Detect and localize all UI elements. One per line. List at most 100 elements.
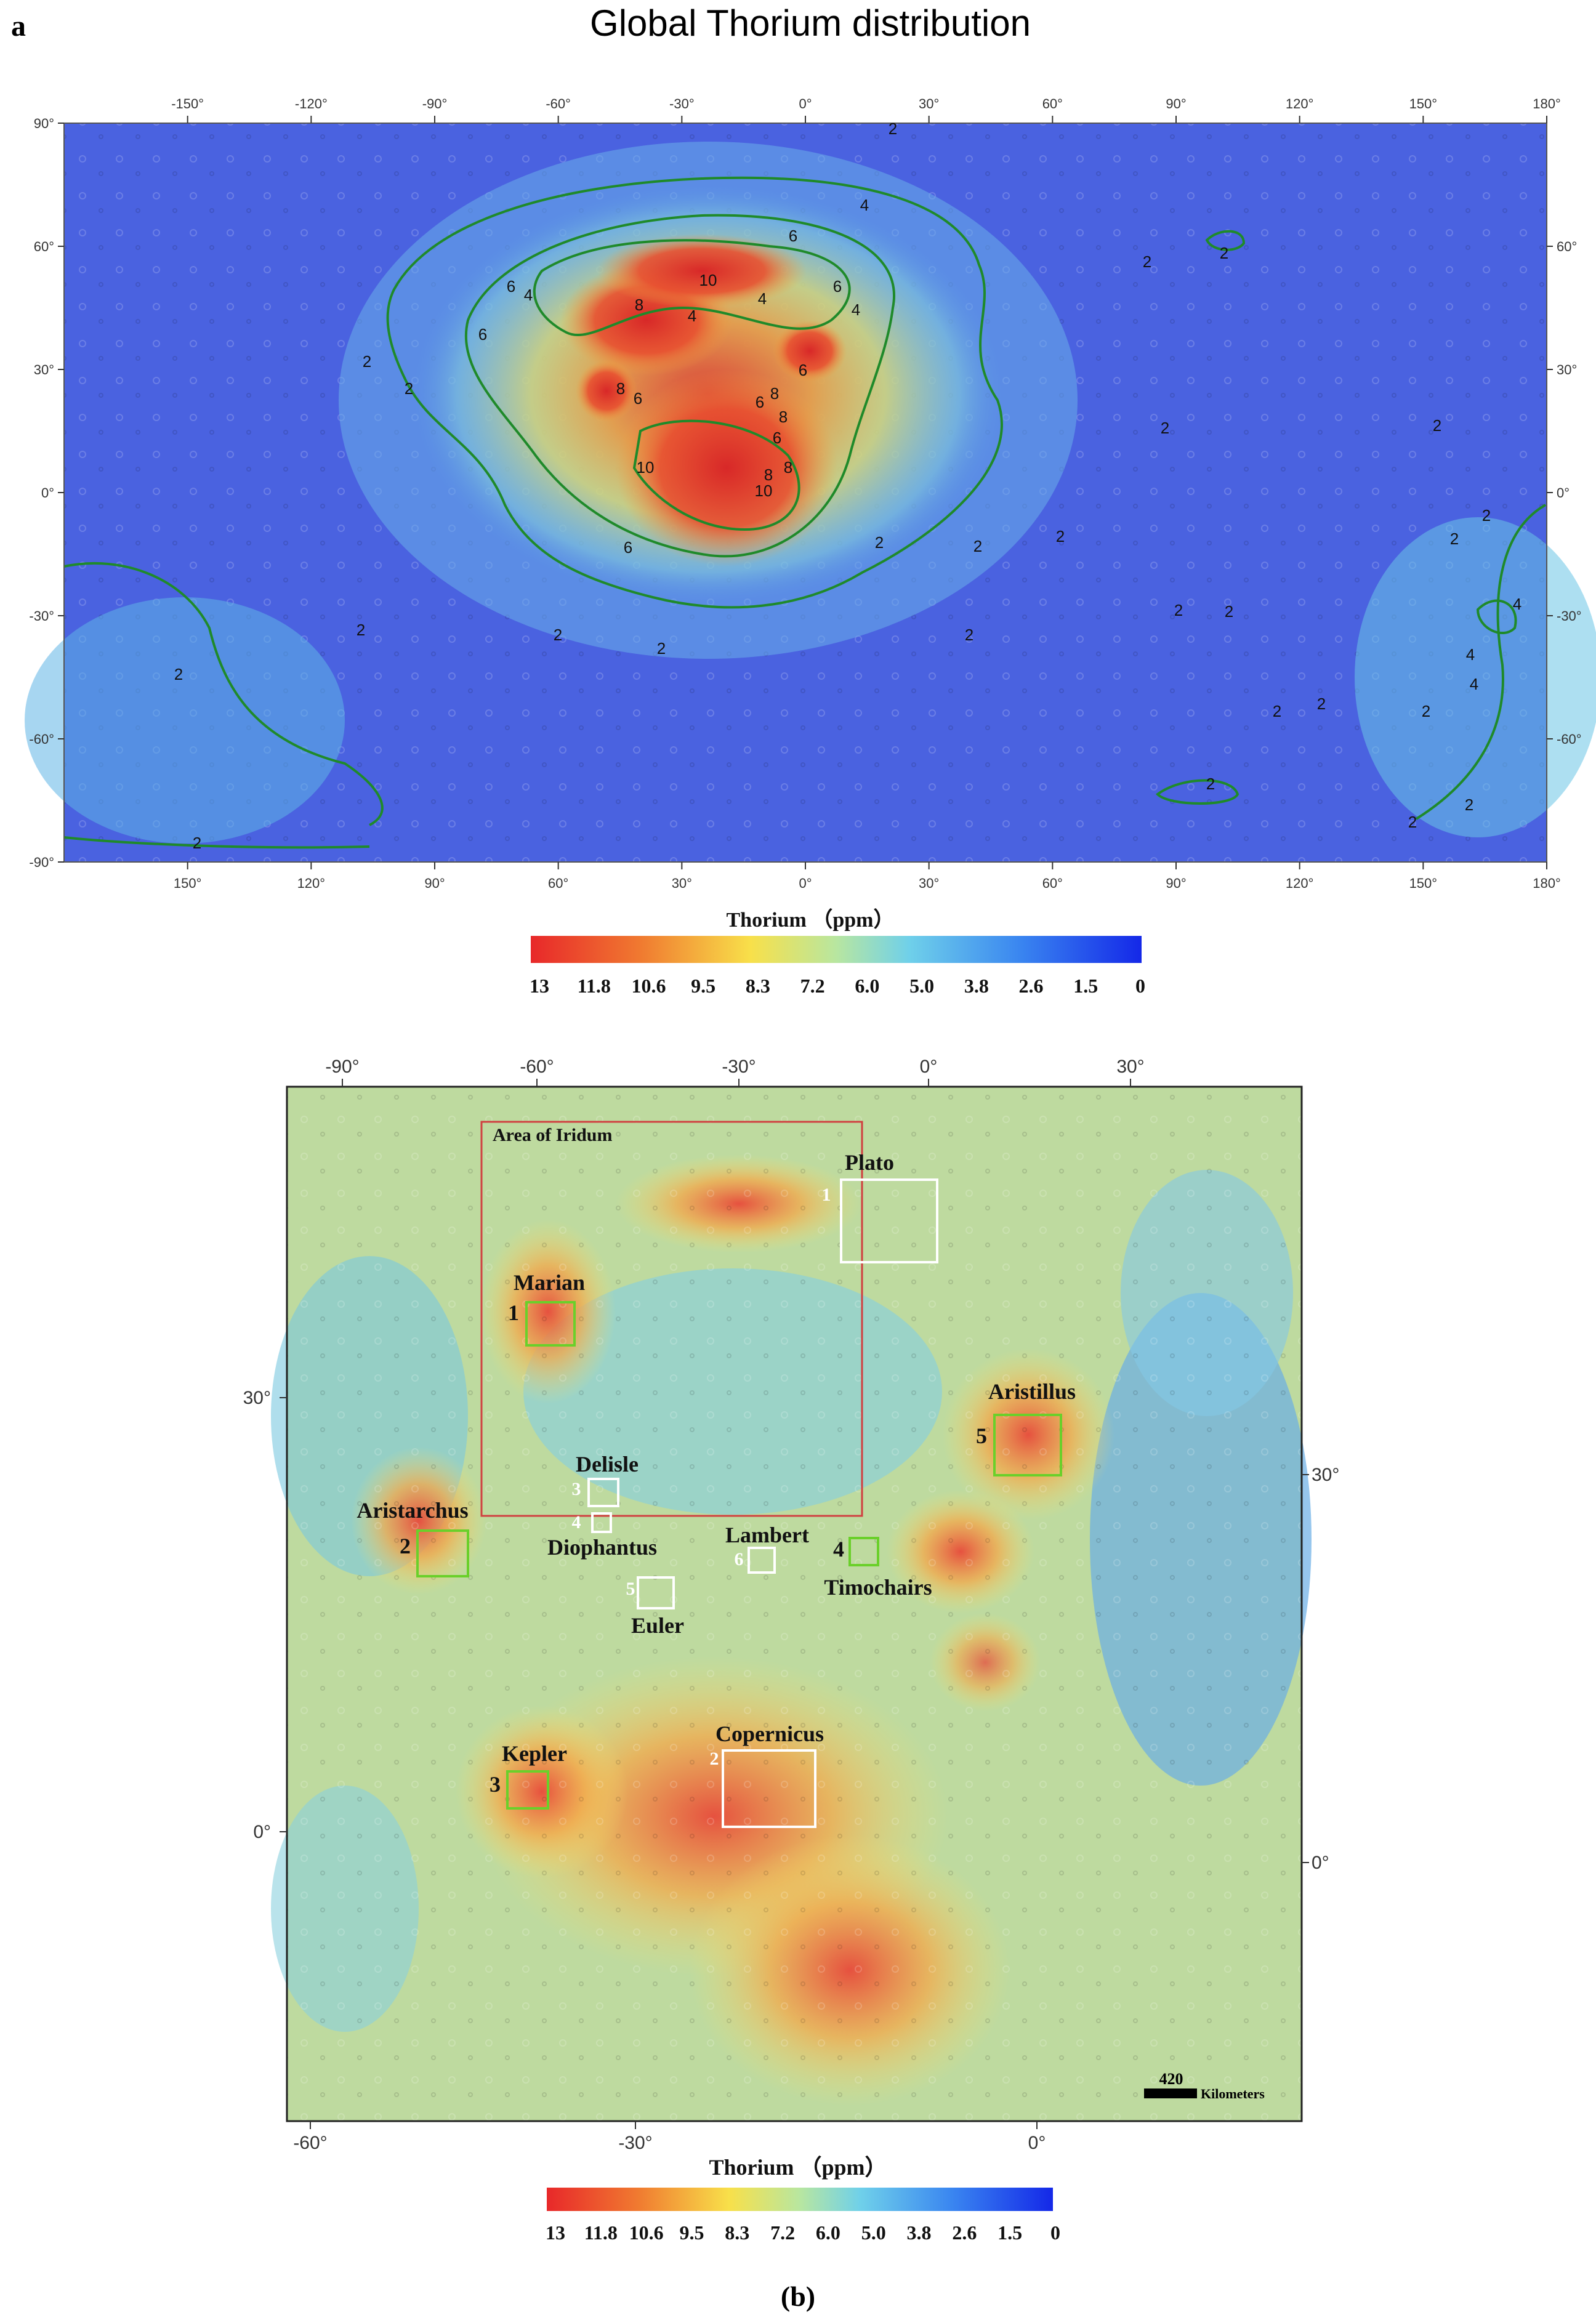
contour-label: 2 [1408,813,1417,831]
contour-label: 2 [965,626,973,644]
lon-tick-label: 0° [920,1057,938,1077]
contour-label: 2 [973,537,982,555]
panel-a-title: Global Thorium distribution [590,2,1031,44]
contour-label: 6 [789,227,797,245]
contour-label: 4 [524,286,533,304]
contour-label: 2 [1174,601,1183,619]
contour-label: 2 [363,352,371,371]
lon-tick-label: 60° [1042,876,1063,891]
feature-annotations: Plato1Marian1Aristillus5Delisle3Diophant… [357,1150,1076,1828]
contour-label: 2 [1465,795,1473,814]
colorbar-tick-label: 10.6 [631,975,666,997]
lon-tick-label: 60° [548,876,568,891]
contour-label: 8 [779,408,788,426]
lat-tick-label: 90° [34,116,54,131]
contour-label: 2 [1422,702,1430,720]
colorbar-tick-label: 1.5 [1073,975,1098,997]
contour-lines [63,176,1546,849]
feature-number-label: 3 [490,1772,501,1797]
scale-bar-value: 420 [1159,2070,1183,2088]
colorbar-tick-label: 9.5 [679,2221,704,2244]
colorbar-tick-label: 2.6 [952,2221,977,2244]
feature-box [591,1512,612,1533]
panel-b-left-axis: 30° 0° [243,1388,287,1842]
contour-label: 2 [889,119,897,138]
colorbar-tick-label: 9.5 [691,975,715,997]
panel-a-legend-title: Thorium （ppm） [727,908,895,932]
lat-tick-label: -30° [29,608,54,624]
lon-tick-label: -60° [520,1057,554,1077]
colorbar-tick-label: 8.3 [725,2221,749,2244]
colorbar-tick-label: 11.8 [578,975,611,997]
feature-box [637,1576,675,1609]
contour-label: 2 [554,626,562,644]
lon-tick-label: 120° [297,876,326,891]
lon-tick-label: 90° [1166,876,1186,891]
colorbar-tick-label: 11.8 [584,2221,618,2244]
lon-tick-label: 90° [1166,96,1186,111]
lon-tick-label: 30° [919,876,939,891]
contour-label: 8 [616,379,625,398]
contour-label: 2 [657,639,666,658]
feature-box [993,1414,1062,1476]
contour-label: 2 [174,665,183,683]
feature-number-label: 2 [400,1534,411,1558]
scale-bar-unit: Kilometers [1201,2086,1265,2101]
lon-tick-label: 90° [424,876,445,891]
lon-tick-label: 150° [1409,96,1438,111]
contour-label: 8 [635,296,643,314]
panel-a-left-axis: 90° 60° 30° 0° -30° -60° -90° [29,116,64,870]
colorbar-tick-label: 10.6 [629,2221,664,2244]
lon-tick-label: -60° [546,96,571,111]
feature-number-label: 2 [710,1749,719,1769]
feature-box [587,1478,619,1507]
contour-label: 6 [634,389,642,408]
contour-label: 6 [833,277,842,296]
feature-name-label: Euler [631,1613,684,1638]
feature-box [848,1537,879,1566]
global-map [25,123,1596,863]
lat-tick-label: 0° [41,485,54,501]
contour-label: 2 [1317,695,1326,713]
lon-tick-label: 150° [1409,876,1438,891]
lat-tick-label: 0° [1312,1853,1329,1873]
contour-label: 2 [357,621,365,639]
feature-name-label: Marian [514,1270,585,1295]
contour-label: 2 [1273,702,1281,720]
lon-tick-label: -60° [293,2133,327,2153]
feature-box [840,1178,938,1263]
contour-label: 6 [478,325,487,344]
contour-label: 6 [773,429,781,447]
colorbar-tick-label: 1.5 [997,2221,1022,2244]
colorbar-tick-label: 13 [546,2221,565,2244]
lon-tick-label: 120° [1286,876,1314,891]
colorbar-tick-label: 6.0 [855,975,879,997]
colorbar-tick-label: 6.0 [816,2221,840,2244]
lon-tick-label: 30° [919,96,939,111]
feature-box [506,1770,549,1810]
contour-label: 4 [860,196,869,214]
lon-tick-label: -30° [722,1057,756,1077]
contour-label: 2 [1482,506,1491,525]
panel-b-bottom-axis: -60° -30° 0° [293,2121,1046,2153]
lon-tick-label: -90° [422,96,448,111]
contour-label: 4 [1466,645,1475,664]
panel-a-legend-ticks: 13 11.8 10.6 9.5 8.3 7.2 6.0 5.0 3.8 2.6 1.5 0 [530,975,1145,997]
feature-name-label: Delisle [576,1452,639,1476]
contour-label: 8 [764,465,773,484]
lon-tick-label: 30° [1116,1057,1144,1077]
feature-number-label: 5 [976,1424,987,1448]
lat-tick-label: -60° [29,731,54,747]
contour-label: 4 [1513,595,1521,613]
colorbar-tick-label: 0 [1050,2221,1060,2244]
feature-number-label: 4 [833,1537,844,1561]
panel-a-top-axis: -150° -120° -90° -60° -30° 0° 30° 60° 90° 120° 150… [171,96,1561,123]
lon-tick-label: 150° [174,876,202,891]
lon-tick-label: -150° [171,96,204,111]
contour-label: 4 [758,289,767,308]
feature-number-label: 5 [626,1579,635,1599]
lat-tick-label: 0° [253,1822,271,1842]
feature-name-label: Kepler [502,1741,567,1766]
feature-number-label: 1 [508,1300,519,1325]
